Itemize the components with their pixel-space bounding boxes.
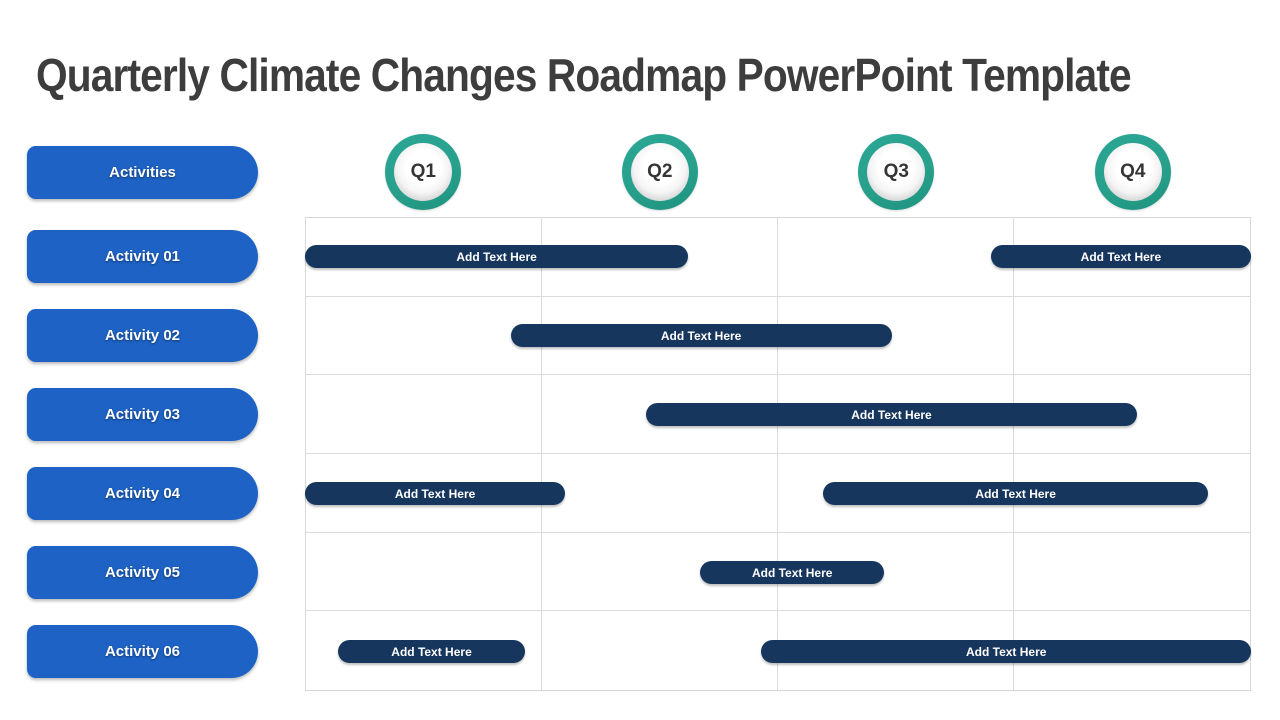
timeline-bar-label: Add Text Here: [660, 328, 742, 343]
grid-cell-r3-q1: [306, 375, 542, 454]
grid-cell-r6-q1: [306, 611, 542, 690]
quarter-marker-q4: Q4: [1094, 134, 1171, 210]
activity-pill-2: Activity 02: [27, 309, 258, 362]
grid-cell-r2-q1: [306, 296, 542, 376]
grid-cell-r3-q4: [1014, 375, 1250, 454]
quarter-marker-q1: Q1: [385, 134, 462, 210]
activity-pill-1-label: Activity 01: [104, 248, 181, 265]
timeline-bar-activity-6[interactable]: Add Text Here: [761, 640, 1251, 663]
activity-pill-2-label: Activity 02: [104, 327, 181, 344]
grid-cell-r5-q3: [778, 532, 1014, 612]
timeline-bar-label: Add Text Here: [391, 644, 472, 659]
timeline-bar-label: Add Text Here: [965, 644, 1047, 659]
activity-pill-3-label: Activity 03: [104, 406, 181, 423]
quarter-marker-q2: Q2: [621, 134, 698, 210]
grid-cell-r2-q3: [778, 296, 1014, 376]
timeline-bar-activity-5[interactable]: Add Text Here: [699, 561, 885, 584]
timeline-grid: [305, 217, 1251, 691]
activities-header-pill-label: Activities: [109, 163, 176, 181]
timeline-bar-label: Add Text Here: [851, 407, 932, 422]
timeline-bar-activity-6[interactable]: Add Text Here: [338, 640, 525, 663]
quarter-label: Q2: [647, 161, 673, 182]
quarter-label: Q1: [410, 161, 436, 182]
timeline-bar-label: Add Text Here: [975, 486, 1056, 501]
timeline-bar-label: Add Text Here: [394, 486, 476, 501]
quarter-marker-inner: Q3: [867, 143, 926, 201]
timeline-bar-label: Add Text Here: [1080, 249, 1162, 264]
activity-pill-1: Activity 01: [27, 230, 258, 283]
activity-pill-6: Activity 06: [27, 625, 258, 678]
quarter-marker-inner: Q4: [1103, 143, 1162, 201]
grid-cell-r6-q2: [542, 611, 778, 690]
activity-pill-5-label: Activity 05: [104, 564, 181, 581]
quarter-label: Q4: [1120, 161, 1146, 182]
timeline-bar-activity-1[interactable]: Add Text Here: [990, 245, 1251, 268]
timeline-bar-label: Add Text Here: [751, 565, 833, 580]
grid-cell-r2-q4: [1014, 297, 1250, 376]
activity-pill-6-label: Activity 06: [104, 643, 181, 660]
grid-cell-r5-q4: [1014, 533, 1250, 612]
activity-pill-4: Activity 04: [27, 467, 258, 520]
grid-cell-r4-q4: [1014, 454, 1250, 533]
activity-pill-5: Activity 05: [27, 546, 258, 599]
timeline-bar-activity-4[interactable]: Add Text Here: [305, 482, 566, 505]
activity-pill-4-label: Activity 04: [104, 485, 181, 502]
quarter-label: Q3: [883, 161, 909, 182]
quarter-marker-inner: Q2: [630, 143, 689, 201]
grid-cell-r1-q2: [542, 218, 778, 297]
slide-title: Quarterly Climate Changes Roadmap PowerP…: [36, 49, 1132, 101]
grid-cell-r1-q4: [1014, 218, 1250, 297]
timeline-bar-activity-2[interactable]: Add Text Here: [510, 324, 892, 347]
timeline-bar-activity-1[interactable]: Add Text Here: [305, 245, 689, 268]
activities-header-pill: Activities: [27, 145, 258, 199]
activity-pill-3: Activity 03: [27, 388, 258, 441]
timeline-bar-label: Add Text Here: [456, 249, 537, 264]
quarter-marker-q3: Q3: [858, 134, 935, 210]
quarter-marker-inner: Q1: [394, 143, 453, 201]
timeline-bar-activity-3[interactable]: Add Text Here: [645, 403, 1138, 426]
grid-cell-r1-q3: [778, 218, 1014, 297]
timeline-bar-activity-4[interactable]: Add Text Here: [822, 482, 1209, 505]
grid-cell-r5-q1: [306, 532, 542, 612]
grid-cell-r4-q2: [542, 453, 778, 533]
